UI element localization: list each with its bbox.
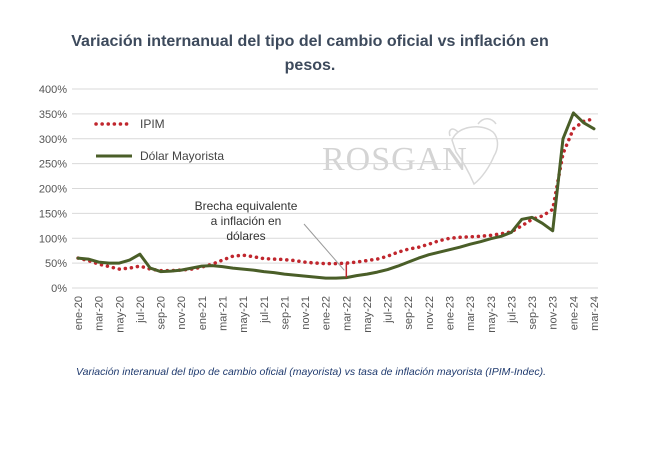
x-tick-label: nov-21 [300,296,312,330]
x-tick-label: sep-22 [403,296,415,330]
y-tick-label: 150% [39,208,67,220]
y-tick-label: 100% [39,233,67,245]
x-tick-label: ene-20 [73,296,85,330]
x-tick-label: may-20 [114,296,126,333]
y-tick-label: 300% [39,134,67,146]
y-tick-label: 50% [45,258,67,270]
annotation-line: Brecha equivalente [195,199,298,213]
legend: IPIM Dólar Mayorista [94,117,224,163]
series-layer [76,111,596,280]
gap-annotation: Brecha equivalente a inflación en dólares [195,199,348,278]
x-tick-label: nov-20 [176,296,188,330]
x-tick-label: jul-23 [506,296,518,324]
chart-caption: Variación interanual del tipo de cambio … [76,366,546,378]
x-tick-label: sep-20 [156,296,168,330]
x-tick-label: ene-21 [197,296,209,330]
y-tick-label: 0% [51,283,67,295]
x-tick-label: ene-23 [445,296,457,330]
y-axis-ticks: 0% 50% 100% 150% 200% 250% 300% 350% 400% [39,84,67,295]
y-tick-label: 400% [39,84,67,96]
y-tick-label: 200% [39,184,67,196]
x-tick-label: may-23 [486,296,498,333]
y-grid [72,88,598,289]
x-tick-label: mar-21 [217,296,229,331]
series-line-dolar-mayorista [76,111,596,280]
annotation-text: Brecha equivalente a inflación en dólares [195,199,298,243]
x-tick-label: ene-22 [321,296,333,330]
x-tick-label: may-21 [238,296,250,333]
y-tick-label: 350% [39,109,67,121]
chart-title: Variación internanual del tipo del cambi… [71,33,549,74]
x-tick-label: mar-24 [589,296,601,331]
x-tick-label: mar-22 [341,296,353,331]
x-tick-label: sep-21 [279,296,291,330]
x-tick-label: jul-21 [259,296,271,324]
annotation-arrow [303,223,345,271]
annotation-line: a inflación en [211,214,282,228]
x-tick-label: jul-20 [135,296,147,324]
x-tick-label: mar-20 [94,296,106,331]
x-tick-label: may-22 [362,296,374,333]
x-tick-label: ene-24 [568,296,580,330]
watermark-text: ROSGAN [322,141,468,178]
bull-logo-icon [448,118,499,186]
x-axis-ticks: ene-20 mar-20 may-20 jul-20 sep-20 nov-20 ene-… [73,296,601,333]
legend-label-ipim: IPIM [140,117,165,131]
annotation-line: dólares [226,229,265,243]
legend-label-dolar-mayorista: Dólar Mayorista [140,149,224,163]
rosgan-watermark: ROSGAN [322,118,499,186]
x-tick-label: jul-22 [383,296,395,324]
x-tick-label: mar-23 [465,296,477,331]
x-tick-label: nov-22 [424,296,436,330]
y-tick-label: 250% [39,159,67,171]
x-tick-label: nov-23 [548,296,560,330]
x-tick-label: sep-23 [527,296,539,330]
